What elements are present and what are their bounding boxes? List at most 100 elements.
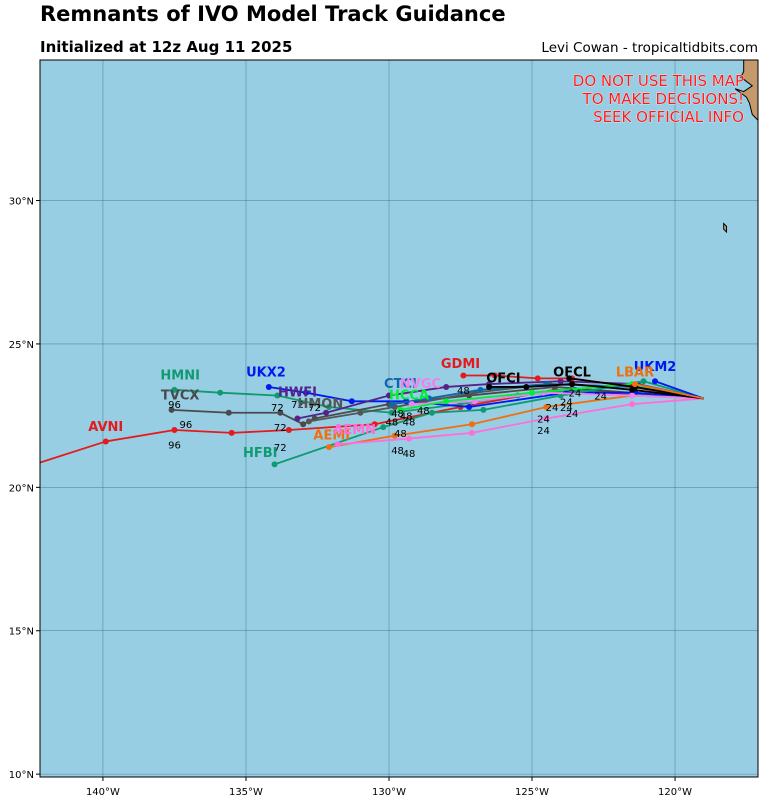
track-point-avni — [285, 426, 292, 433]
track-label-nvgc: NVGC — [400, 377, 441, 392]
track-point-hmni — [217, 389, 224, 396]
track-point-ukx2 — [303, 389, 310, 396]
track-nvgc — [408, 389, 704, 408]
track-label-tvcx: TVCX — [161, 389, 200, 404]
track-label-ctci: CTCI — [384, 377, 417, 392]
forecast-hour-label: 48 — [403, 417, 416, 428]
track-point-ukx2 — [265, 383, 272, 390]
map-title: Remnants of IVO Model Track Guidance — [40, 2, 506, 26]
forecast-hour-label: 24 — [537, 415, 550, 426]
track-point-ukx2 — [348, 398, 355, 405]
lat-tick-label: 30°N — [9, 197, 34, 208]
forecast-hour-label: 48 — [391, 446, 404, 457]
track-line-aemn — [337, 397, 704, 446]
track-point-hcca — [443, 398, 450, 405]
forecast-hour-label: 24 — [594, 392, 607, 403]
track-point-ctci — [426, 395, 433, 402]
graticule — [40, 60, 758, 777]
track-point-hfbi — [380, 424, 387, 431]
track-ukm2 — [652, 378, 704, 400]
track-label-hmon: HMON — [297, 397, 343, 412]
forecast-hour-label: 48 — [403, 449, 416, 460]
lon-tick-label: 125°W — [515, 787, 549, 798]
track-point-hwfi — [385, 392, 392, 399]
track-point-hcca — [397, 406, 404, 413]
track-point-avni — [31, 461, 37, 467]
forecast-hour-label: 24 — [566, 409, 579, 420]
forecast-hour-label: 48 — [400, 412, 413, 423]
track-point-tvcx — [277, 409, 284, 416]
track-point-hcca — [529, 389, 536, 396]
track-label-ofci: OFCI — [486, 371, 520, 386]
lon-tick-label: 130°W — [372, 787, 406, 798]
track-point-gdmi — [534, 375, 541, 382]
track-label-hmni: HMNI — [160, 368, 200, 383]
track-point-hmni — [171, 386, 178, 393]
track-point-ofci — [523, 383, 530, 390]
forecast-hour-label: 72 — [271, 403, 284, 414]
forecast-hour-label: 48 — [417, 406, 430, 417]
track-point-aemn — [629, 401, 636, 408]
track-label-hcca: HCCA — [389, 389, 429, 404]
track-point-hwfi — [323, 409, 330, 416]
track-label-aemi: AEMI — [313, 429, 350, 444]
lon-tick-label: 120°W — [658, 787, 692, 798]
guadalupe-island — [723, 222, 728, 234]
forecast-hour-label: 48 — [394, 429, 407, 440]
forecast-hour-label: 96 — [168, 440, 181, 451]
track-label-gdmi: GDMI — [441, 357, 480, 372]
track-label-hfbi: HFBI — [243, 446, 278, 461]
track-label-ukm2: UKM2 — [634, 360, 677, 375]
lat-tick-label: 10°N — [9, 770, 34, 781]
forecast-hour-label: 96 — [168, 400, 181, 411]
forecast-hour-label: 48 — [457, 386, 470, 397]
map-credit: Levi Cowan - tropicaltidbits.com — [541, 40, 758, 56]
track-label-avni: AVNI — [88, 420, 123, 435]
forecast-hour-label: 24 — [560, 397, 573, 408]
track-point-hmni — [325, 404, 332, 411]
forecast-hour-label: 72 — [308, 403, 321, 414]
track-point-nvgc — [629, 392, 636, 399]
map-subtitle: Initialized at 12z Aug 11 2025 — [40, 38, 293, 56]
warning-line: DO NOT USE THIS MAP — [573, 72, 744, 90]
land-layer — [723, 60, 758, 234]
forecast-hour-label: 72 — [291, 400, 304, 411]
track-point-hmni — [388, 409, 395, 416]
lat-tick-label: 15°N — [9, 627, 34, 638]
track-point-hfbi — [480, 406, 487, 413]
forecast-hour-label: 48 — [391, 409, 404, 420]
track-label-ukx2: UKX2 — [246, 366, 286, 381]
track-point-ukx2 — [466, 404, 473, 411]
track-ofci — [486, 381, 704, 400]
track-point-hwfi — [443, 383, 450, 390]
track-point-aemn — [543, 415, 550, 422]
forecast-hour-label: 72 — [274, 423, 287, 434]
track-point-tvcx — [300, 421, 307, 428]
track-lbar — [631, 381, 704, 400]
track-point-hwfi — [557, 378, 564, 385]
track-point-avni — [371, 421, 378, 428]
track-point-lbar — [631, 381, 638, 388]
track-label-hwfi: HWFI — [278, 386, 317, 401]
track-label-lbar: LBAR — [616, 366, 654, 381]
track-point-hfbi — [271, 461, 278, 468]
track-point-gdmi — [460, 372, 467, 379]
forecast-hour-label: 24 — [546, 403, 559, 414]
track-line-ukx2 — [268, 386, 704, 408]
warning-line: SEEK OFFICIAL INFO — [593, 108, 744, 126]
track-point-aemn — [468, 429, 475, 436]
track-point-tvcx — [168, 406, 175, 413]
map-frame — [39, 59, 759, 778]
track-point-ofci — [569, 381, 576, 388]
track-point-avni — [171, 426, 178, 433]
axis-ticks: 140°W 135°W 130°W 125°W 120°W 10°N 15°N 20°N 25°… — [9, 197, 692, 798]
forecast-hour-label: 24 — [560, 403, 573, 414]
forecast-hour-label: 72 — [274, 443, 287, 454]
track-point-hmni — [274, 392, 281, 399]
forecast-hour-label: 24 — [569, 389, 582, 400]
track-point-aemi — [468, 421, 475, 428]
baja-california-coast — [734, 60, 758, 126]
track-point-ctci — [477, 386, 484, 393]
